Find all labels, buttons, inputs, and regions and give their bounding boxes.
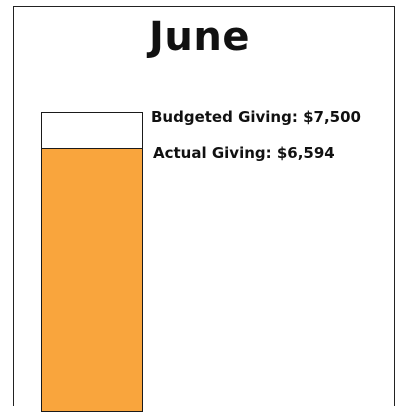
thermometer-bar (41, 112, 143, 412)
actual-giving-fill (42, 147, 142, 411)
budgeted-giving-label: Budgeted Giving: $7,500 (151, 108, 361, 126)
actual-giving-label: Actual Giving: $6,594 (153, 144, 335, 162)
chart-title: June (149, 14, 250, 60)
